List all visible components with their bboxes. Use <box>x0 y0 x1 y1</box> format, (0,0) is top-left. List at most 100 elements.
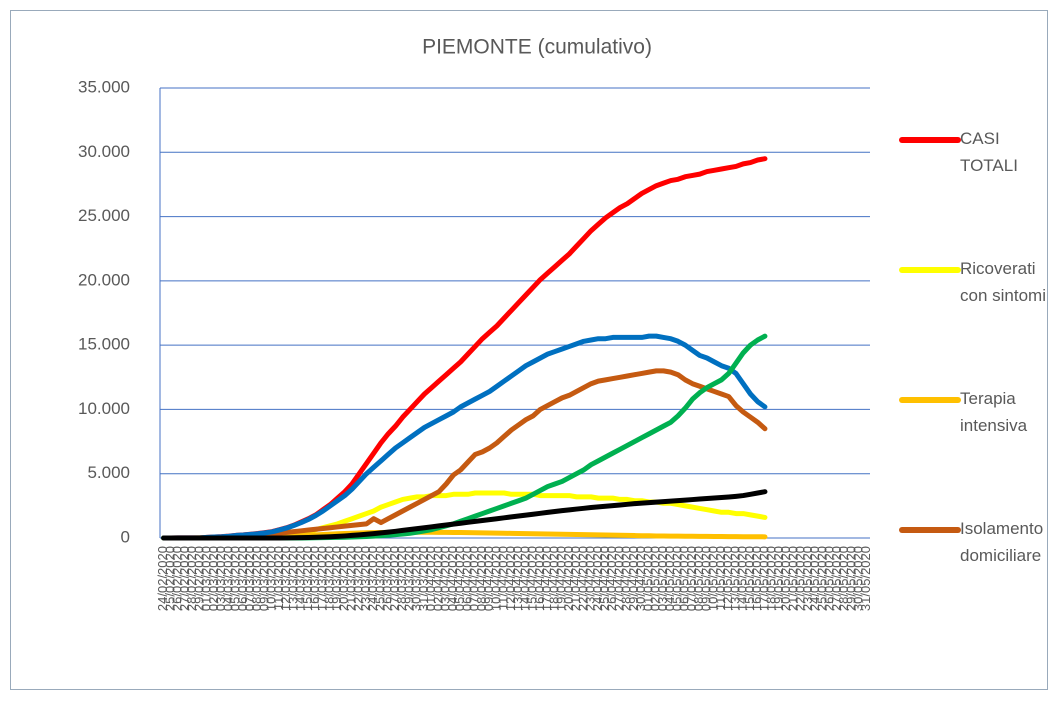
series-line <box>161 333 768 541</box>
x-tick-label: 14/03/2020 <box>293 546 308 611</box>
x-tick-label: 11/04/2020 <box>496 546 511 610</box>
x-tick-label: 02/03/2020 <box>206 546 221 611</box>
x-tick-label: 19/05/2020 <box>771 546 786 611</box>
y-tick-label: 5.000 <box>87 463 130 482</box>
y-tick-label: 10.000 <box>78 399 130 418</box>
x-tick-label: 31/03/2020 <box>416 546 431 611</box>
x-tick-label: 15/05/2020 <box>742 546 757 611</box>
x-tick-label: 09/05/2020 <box>698 546 713 611</box>
x-tick-label: 22/04/2020 <box>575 546 590 611</box>
x-tick-label: 14/05/2020 <box>735 546 750 611</box>
y-tick-label: 20.000 <box>78 270 130 289</box>
x-tick-label: 08/03/2020 <box>249 546 264 611</box>
x-tick-label: 19/03/2020 <box>329 546 344 611</box>
x-tick-label: 07/04/2020 <box>467 546 482 611</box>
x-tick-label: 25/02/2020 <box>162 546 177 611</box>
x-tick-label: 03/03/2020 <box>213 546 228 611</box>
series-line <box>161 489 768 541</box>
x-tick-label: 24/02/2020 <box>155 546 170 611</box>
x-tick-label: 27/03/2020 <box>387 546 402 611</box>
x-tick-label: 10/03/2020 <box>264 546 279 611</box>
x-tick-label: 05/04/2020 <box>452 546 467 611</box>
x-tick-label: 06/04/2020 <box>459 546 474 611</box>
y-tick-label: 25.000 <box>78 206 130 225</box>
x-tick-label: 20/05/2020 <box>778 546 793 611</box>
legend-label: Ricoverati con sintomi <box>960 259 1046 305</box>
x-tick-label: 26/05/2020 <box>822 546 837 611</box>
x-tick-label: 21/03/2020 <box>343 546 358 611</box>
x-tick-label: 16/04/2020 <box>532 546 547 611</box>
x-tick-label: 17/03/2020 <box>314 546 329 611</box>
x-tick-label: 17/04/2020 <box>539 546 554 611</box>
x-tick-label: 28/03/2020 <box>394 546 409 611</box>
y-tick-label: 30.000 <box>78 142 130 161</box>
x-tick-label: 08/05/2020 <box>691 546 706 611</box>
x-tick-label: 12/04/2020 <box>503 546 518 611</box>
x-tick-label: 21/04/2020 <box>568 546 583 611</box>
x-tick-label: 27/05/2020 <box>829 546 844 611</box>
x-tick-label: 07/03/2020 <box>242 546 257 611</box>
legend-label: Terapia intensiva <box>960 389 1028 435</box>
x-tick-label: 20/04/2020 <box>561 546 576 611</box>
legend-label-line: intensiva <box>960 416 1028 435</box>
x-tick-label: 06/05/2020 <box>677 546 692 611</box>
x-tick-label: 20/03/2020 <box>336 546 351 611</box>
x-tick-label: 26/02/2020 <box>170 546 185 611</box>
x-tick-label: 09/03/2020 <box>256 546 271 611</box>
x-tick-label: 11/03/2020 <box>271 546 286 610</box>
y-tick-label: 15.000 <box>78 335 130 354</box>
x-tick-label: 04/04/2020 <box>445 546 460 611</box>
x-tick-label: 29/02/2020 <box>191 546 206 611</box>
x-tick-label: 24/05/2020 <box>807 546 822 611</box>
x-tick-label: 29/05/2020 <box>843 546 858 611</box>
x-tick-label: 22/03/2020 <box>351 546 366 611</box>
x-tick-label: 27/02/2020 <box>177 546 192 611</box>
x-tick-label: 29/04/2020 <box>626 546 641 611</box>
chart-border <box>10 10 1048 690</box>
x-tick-label: 25/05/2020 <box>814 546 829 611</box>
x-tick-label: 30/05/2020 <box>851 546 866 611</box>
x-tick-label: 01/04/2020 <box>423 546 438 611</box>
legend-label-line: Terapia <box>960 389 1016 408</box>
x-tick-label: 15/03/2020 <box>300 546 315 611</box>
x-tick-label: 12/05/2020 <box>720 546 735 611</box>
x-tick-label: 27/04/2020 <box>611 546 626 611</box>
x-tick-label: 23/04/2020 <box>583 546 598 611</box>
x-tick-label: 28/02/2020 <box>184 546 199 611</box>
legend-label-line: domiciliare <box>960 546 1041 565</box>
legend-label: Isolamento domiciliare <box>960 519 1043 565</box>
x-tick-label: 23/03/2020 <box>358 546 373 611</box>
x-tick-label: 04/03/2020 <box>220 546 235 611</box>
x-tick-label: 16/05/2020 <box>749 546 764 611</box>
x-tick-label: 16/03/2020 <box>307 546 322 611</box>
x-tick-label: 15/04/2020 <box>525 546 540 611</box>
x-tick-label: 13/03/2020 <box>285 546 300 611</box>
x-tick-label: 30/03/2020 <box>409 546 424 611</box>
x-tick-label: 26/03/2020 <box>380 546 395 611</box>
x-tick-label: 18/03/2020 <box>322 546 337 611</box>
x-tick-label: 18/05/2020 <box>764 546 779 611</box>
x-tick-label: 10/05/2020 <box>706 546 721 611</box>
x-tick-label: 24/03/2020 <box>365 546 380 611</box>
x-tick-label: 26/04/2020 <box>604 546 619 611</box>
x-tick-label: 17/05/2020 <box>756 546 771 611</box>
x-tick-label: 11/05/2020 <box>713 546 728 610</box>
x-tick-label: 10/04/2020 <box>488 546 503 611</box>
x-tick-label: 28/04/2020 <box>619 546 634 611</box>
x-tick-label: 25/03/2020 <box>372 546 387 611</box>
x-tick-label: 02/05/2020 <box>648 546 663 611</box>
legend-label-line: Ricoverati <box>960 259 1036 278</box>
x-tick-label: 13/04/2020 <box>510 546 525 611</box>
x-tick-label: 01/03/2020 <box>199 546 214 611</box>
legend-label-line: con sintomi <box>960 286 1046 305</box>
legend-label: CASI TOTALI <box>960 129 1018 175</box>
x-tick-label: 05/05/2020 <box>669 546 684 611</box>
x-tick-label: 28/05/2020 <box>836 546 851 611</box>
x-tick-label: 22/05/2020 <box>793 546 808 611</box>
x-tick-label: 03/04/2020 <box>438 546 453 611</box>
x-tick-label: 09/04/2020 <box>481 546 496 611</box>
x-tick-label: 04/05/2020 <box>662 546 677 611</box>
x-tick-label: 05/03/2020 <box>228 546 243 611</box>
